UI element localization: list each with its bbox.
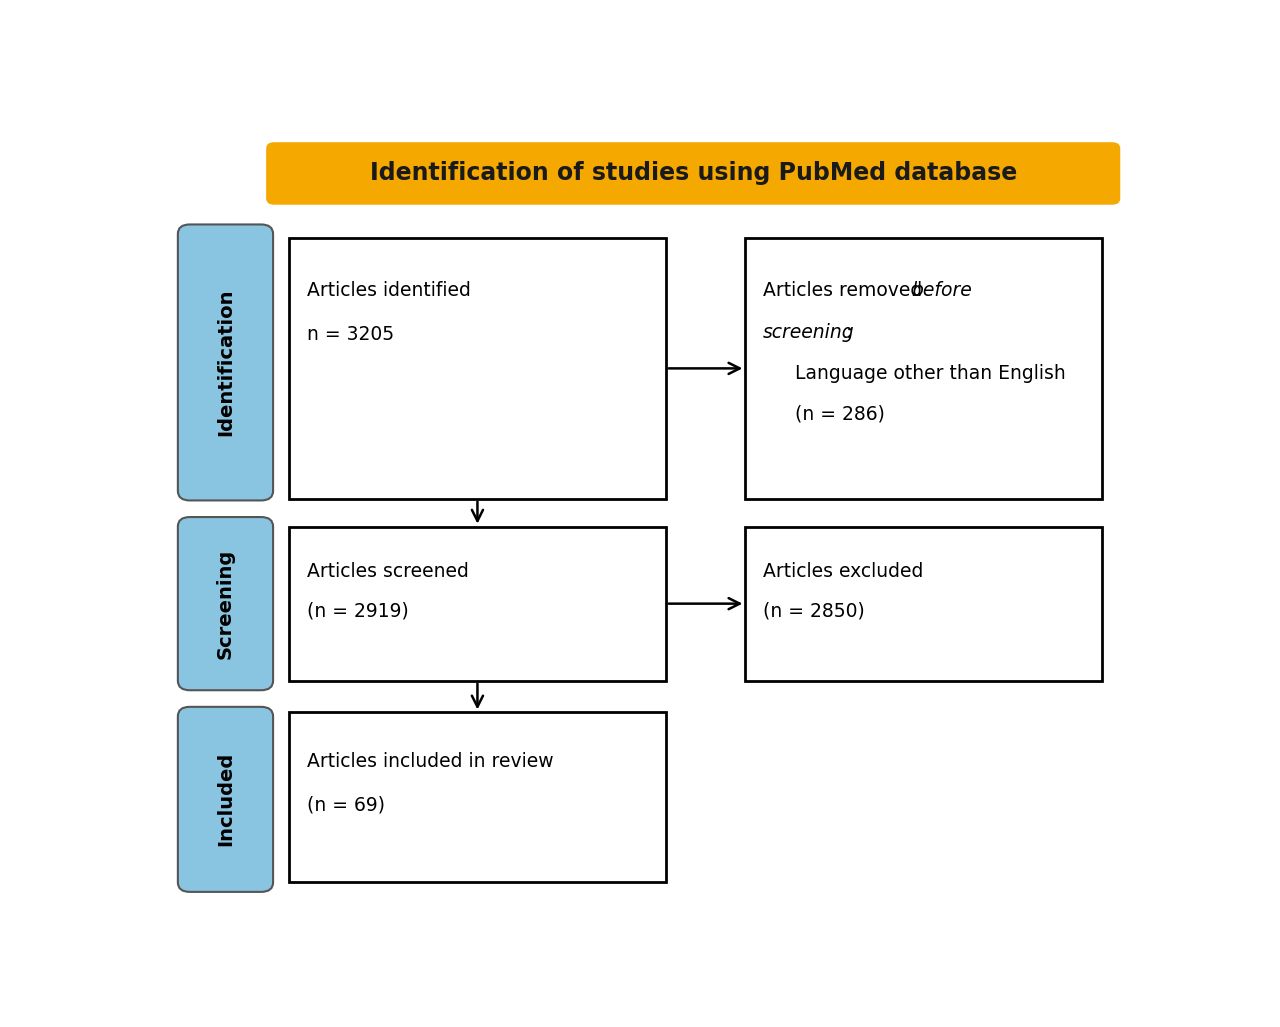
Text: Articles screened: Articles screened [307, 562, 468, 581]
Text: n = 3205: n = 3205 [307, 325, 394, 344]
Bar [289, 713, 666, 882]
Text: Articles removed: Articles removed [763, 281, 928, 301]
Bar [745, 238, 1102, 499]
Text: (n = 286): (n = 286) [795, 405, 884, 424]
FancyBboxPatch shape [178, 225, 273, 500]
Text: Included: Included [216, 752, 236, 846]
Text: (n = 69): (n = 69) [307, 795, 385, 814]
Text: Articles excluded: Articles excluded [763, 562, 923, 581]
Text: (n = 2919): (n = 2919) [307, 602, 408, 620]
Text: :: : [846, 322, 852, 342]
Text: Articles included in review: Articles included in review [307, 752, 553, 771]
Text: Language other than English: Language other than English [795, 364, 1066, 383]
Bar [745, 527, 1102, 681]
FancyBboxPatch shape [266, 142, 1120, 204]
Text: Identification of studies using PubMed database: Identification of studies using PubMed d… [370, 161, 1016, 186]
Text: before: before [911, 281, 973, 301]
FancyBboxPatch shape [178, 707, 273, 891]
FancyBboxPatch shape [178, 517, 273, 690]
Text: Articles identified: Articles identified [307, 281, 471, 301]
Text: screening: screening [763, 322, 855, 342]
Text: Identification: Identification [216, 289, 236, 436]
Bar [289, 527, 666, 681]
Text: Screening: Screening [216, 548, 236, 658]
Text: (n = 2850): (n = 2850) [763, 602, 865, 620]
Bar [289, 238, 666, 499]
